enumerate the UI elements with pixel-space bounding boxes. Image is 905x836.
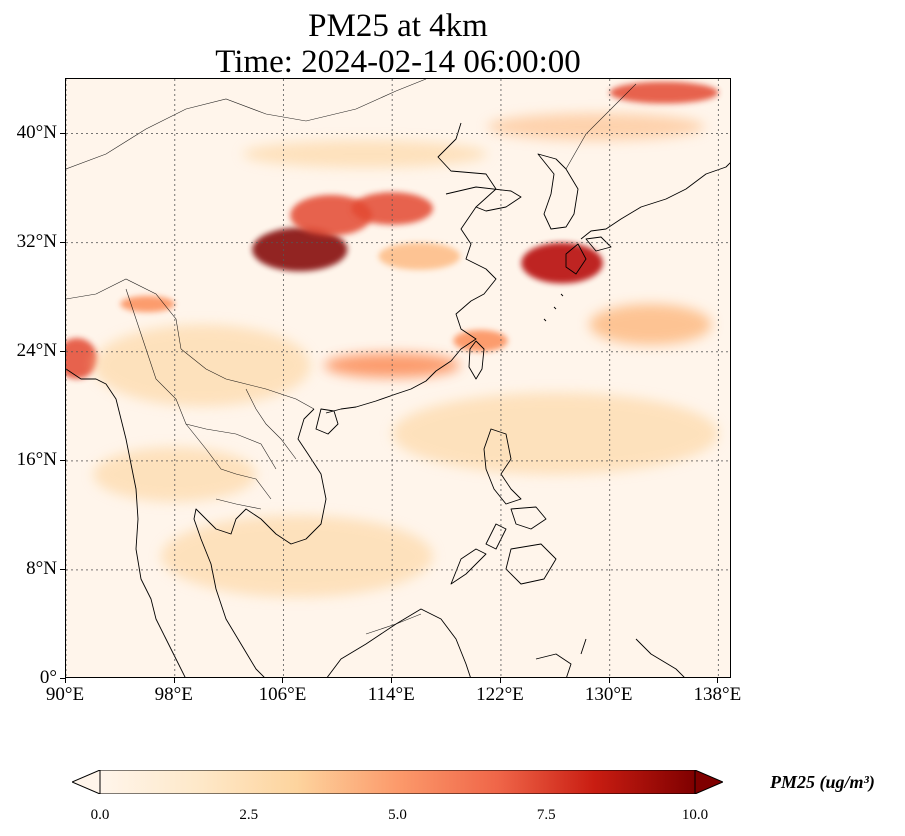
colorbar [72, 770, 723, 794]
lat-tick-mark [60, 132, 65, 134]
lon-tick-mark [717, 678, 719, 683]
pm25-plume [392, 392, 719, 475]
lat-tick-label: 40°N [16, 121, 57, 143]
coastline-korea [537, 153, 579, 230]
colorbar-extend-max [694, 770, 723, 794]
map-title: PM25 at 4km [308, 8, 488, 44]
country-borders [66, 79, 637, 635]
coastline-mindanao [505, 543, 557, 585]
lon-tick-label: 106°E [258, 684, 307, 705]
lat-tick-mark [60, 241, 65, 243]
lon-tick-mark [282, 678, 284, 683]
lon-tick-label: 122°E [476, 684, 524, 705]
pm25-plume [120, 295, 175, 313]
gridlines [66, 79, 730, 677]
coastline-visayas [485, 506, 547, 550]
colorbar-label: PM25 (ug/m³) [770, 772, 875, 792]
coastline-taiwan [468, 340, 485, 380]
coastline-burma [66, 368, 186, 677]
pm25-plume [453, 329, 508, 352]
coastline-shandong [445, 186, 522, 212]
pm25-field [66, 81, 719, 598]
pm25-plume [252, 227, 348, 272]
lon-tick-mark [173, 678, 175, 683]
pm25-plume [378, 242, 461, 270]
coastline-china [325, 122, 497, 414]
colorbar-tick-label: 2.5 [239, 807, 259, 823]
lat-tick-mark [60, 568, 65, 570]
coastlines [66, 122, 730, 677]
colorbar-tick-label: 0.0 [90, 807, 110, 823]
colorbar-body [99, 770, 696, 794]
lat-tick-label: 0° [39, 667, 57, 688]
lat-tick-label: 32°N [16, 230, 57, 252]
lat-tick-label: 8°N [26, 557, 57, 579]
pm25-plume [521, 242, 603, 284]
lat-tick-mark [60, 678, 65, 679]
map-canvas [66, 79, 730, 677]
coastline-borneo [326, 608, 471, 677]
pm25-plume [66, 338, 98, 379]
colorbar-tick-label: 10.0 [681, 807, 709, 823]
coastline-hainan [315, 408, 339, 435]
colorbar-extend-min [72, 770, 101, 794]
map-area [65, 78, 731, 678]
map-subtitle-time: Time: 2024-02-14 06:00:00 [215, 44, 581, 80]
pm25-plume [351, 192, 433, 225]
colorbar-tick-label: 5.0 [388, 807, 407, 823]
lon-tick-label: 114°E [367, 684, 415, 705]
pm25-plume [589, 304, 712, 345]
coastline-indochina [193, 408, 327, 677]
lon-tick-mark [65, 678, 66, 683]
colorbar-tick-label: 7.5 [536, 807, 556, 823]
coastline-japan [580, 162, 730, 240]
lon-tick-mark [608, 678, 610, 683]
pm25-plume [161, 515, 433, 598]
pm25-plume [242, 140, 488, 168]
pm25-plume [487, 113, 705, 141]
lon-tick-label: 130°E [584, 684, 633, 705]
lon-tick-label: 138°E [693, 684, 742, 705]
lat-tick-mark [60, 459, 65, 461]
lon-tick-label: 98°E [154, 684, 193, 705]
lon-tick-mark [499, 678, 501, 683]
pm25-plume [290, 194, 372, 236]
lat-tick-label: 16°N [16, 448, 57, 470]
lon-tick-mark [391, 678, 393, 683]
coastline-luzon [483, 428, 522, 505]
lon-tick-label: 90°E [45, 684, 85, 705]
lat-tick-label: 24°N [16, 339, 57, 361]
lat-tick-mark [60, 350, 65, 352]
pm25-plume [609, 81, 719, 104]
